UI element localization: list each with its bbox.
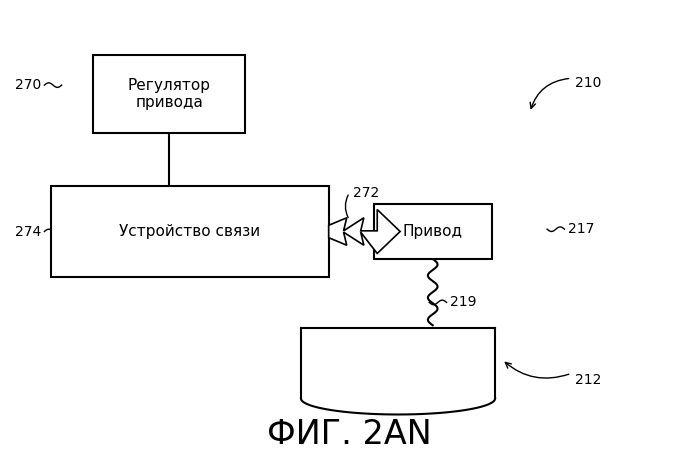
Polygon shape — [301, 327, 495, 414]
Text: 217: 217 — [568, 222, 594, 236]
Bar — [93, 56, 245, 133]
Text: 272: 272 — [353, 186, 380, 200]
Text: 212: 212 — [575, 373, 601, 387]
Bar — [374, 204, 491, 259]
Text: Регулятор
привода: Регулятор привода — [128, 78, 210, 111]
Text: 219: 219 — [450, 295, 477, 309]
Text: 210: 210 — [575, 76, 601, 90]
Bar — [51, 186, 329, 277]
Polygon shape — [329, 210, 400, 253]
Text: 274: 274 — [15, 225, 41, 238]
Text: Устройство связи: Устройство связи — [120, 224, 261, 239]
Text: 270: 270 — [15, 78, 41, 92]
Text: Привод: Привод — [403, 224, 463, 239]
Text: ФИГ. 2AN: ФИГ. 2AN — [267, 418, 432, 451]
